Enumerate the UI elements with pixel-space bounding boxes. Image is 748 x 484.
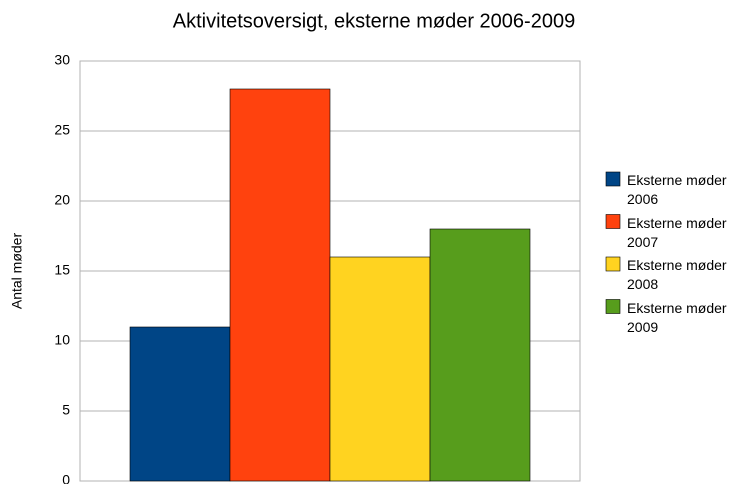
legend-swatch — [605, 214, 621, 229]
legend-label: Eksterne møder 2008 — [627, 257, 727, 292]
y-axis-label: Antal møder — [9, 233, 25, 310]
y-tick-label: 25 — [54, 122, 70, 138]
y-tick-label: 15 — [54, 262, 70, 278]
y-tick-label: 0 — [62, 472, 70, 484]
y-tick-label: 5 — [62, 402, 70, 418]
chart-title: Aktivitetsoversigt, eksterne møder 2006-… — [173, 10, 575, 32]
bar — [129, 326, 231, 482]
legend-label: Eksterne møder 2006 — [627, 172, 727, 207]
bar — [229, 88, 331, 482]
y-tick-label: 30 — [54, 52, 70, 68]
legend-label: Eksterne møder 2009 — [627, 299, 727, 335]
y-tick-label: 10 — [54, 332, 70, 348]
y-tick-label: 20 — [54, 192, 70, 208]
legend-swatch — [605, 171, 621, 187]
bar — [329, 256, 431, 482]
legend-swatch — [605, 256, 621, 272]
legend-label: Eksterne møder 2007 — [627, 214, 727, 250]
bar — [429, 228, 531, 482]
legend-swatch — [605, 299, 621, 314]
